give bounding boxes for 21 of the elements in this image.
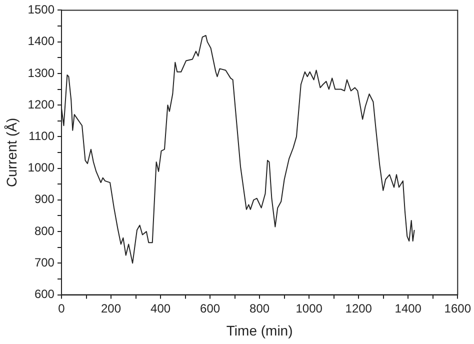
x-tick-label: 0 xyxy=(58,301,66,316)
y-tick-label: 1200 xyxy=(28,97,55,112)
y-axis-title: Current (Å) xyxy=(3,118,20,188)
x-tick-label: 400 xyxy=(150,301,171,316)
x-tick-label: 800 xyxy=(250,301,270,316)
y-tick-label: 900 xyxy=(34,192,55,206)
x-tick-label: 600 xyxy=(200,301,220,316)
y-tick-label: 800 xyxy=(34,224,55,238)
y-tick-label: 1500 xyxy=(28,2,55,17)
y-tick-label: 1300 xyxy=(28,66,55,80)
x-tick-label: 200 xyxy=(101,301,122,316)
x-tick-label: 1600 xyxy=(444,301,472,316)
y-tick-label: 1400 xyxy=(28,34,55,48)
x-tick-label: 1400 xyxy=(394,301,422,316)
x-tick-label: 1200 xyxy=(345,301,372,316)
x-tick-label: 1000 xyxy=(296,301,323,316)
y-tick-label: 1100 xyxy=(28,129,55,143)
y-tick-label: 700 xyxy=(34,255,55,270)
y-tick-label: 1000 xyxy=(28,160,55,175)
y-tick-label: 600 xyxy=(34,287,55,302)
x-axis-title: Time (min) xyxy=(226,322,293,338)
